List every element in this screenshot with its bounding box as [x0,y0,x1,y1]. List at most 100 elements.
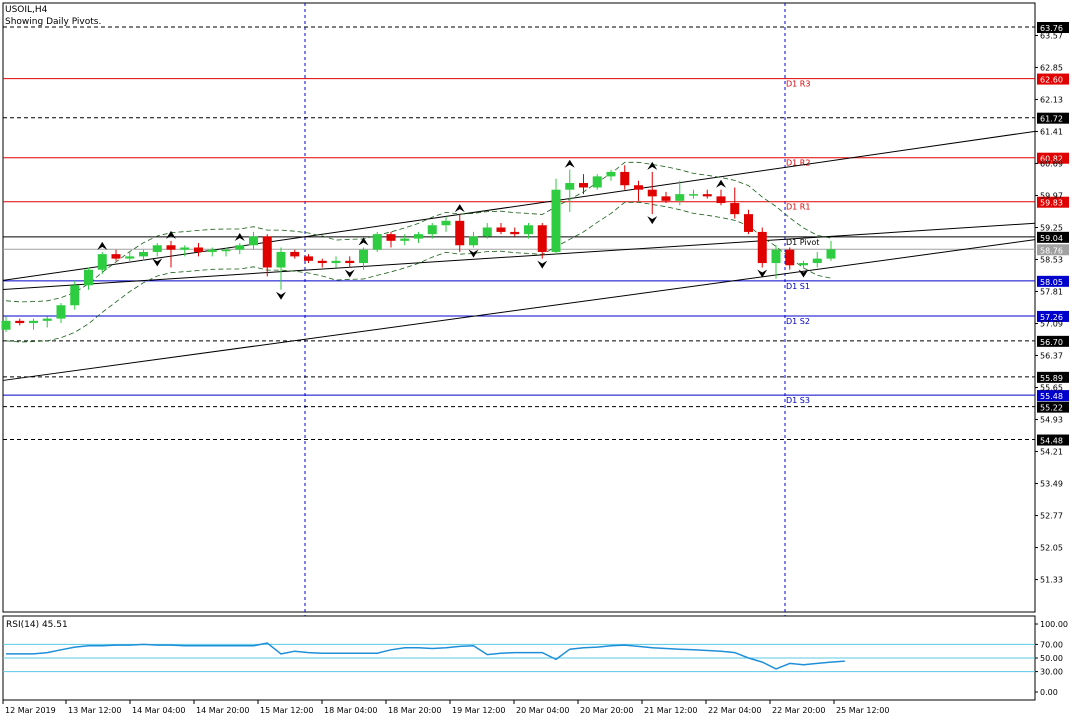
price-tick-label-11: 55.65 [1040,384,1063,393]
candle-body-45 [620,171,630,186]
price-tick-label-12: 54.93 [1040,416,1063,425]
fractal-down-0 [152,258,163,267]
level-label-4: 59.83 [1040,199,1063,208]
candle-body-60 [826,249,836,259]
candle-body-28 [386,234,396,241]
candle-body-7 [97,254,107,270]
fractal-down-4 [537,260,548,269]
fractal-down-2 [344,269,355,278]
candle-body-37 [510,231,520,235]
candle-body-46 [634,185,643,190]
rsi-tick-label-2: 50.00 [1040,654,1063,663]
price-tick-label-14: 53.49 [1040,480,1063,489]
price-tick-label-6: 59.25 [1040,223,1063,232]
level-label-12: 55.22 [1040,404,1063,413]
level-label-box-1 [1037,73,1069,85]
rsi-tick-label-3: 30.00 [1040,668,1063,677]
time-tick-label-5: 18 Mar 04:00 [324,706,377,715]
rsi-panel: 100.00 70.00 50.00 30.00 0.00 RSI(14) 45.51 [2,615,1068,701]
time-tick-label-12: 22 Mar 20:00 [772,706,825,715]
candle-body-11 [152,245,162,252]
level-label-box-6 [1037,244,1069,256]
price-tick-label-8: 57.81 [1040,287,1063,296]
candle-body-16 [221,249,231,252]
level-label-0: 63.76 [1040,24,1063,33]
rsi-label: RSI(14) 45.51 [6,620,68,630]
level-label-box-2 [1037,112,1069,124]
price-tick-label-17: 51.33 [1040,576,1063,585]
level-label-box-3 [1037,152,1069,164]
candle-body-0 [1,320,11,330]
time-tick-label-11: 22 Mar 04:00 [708,706,761,715]
price-tick-label-16: 52.05 [1040,544,1063,553]
time-tick-label-7: 19 Mar 12:00 [452,706,505,715]
candle-body-56 [771,249,781,264]
fractal-up-5 [564,159,575,168]
price-tick-label-2: 62.13 [1040,95,1063,104]
level-tag-4: D1 R1 [786,203,810,212]
fractal-up-1 [166,230,176,239]
level-tag-11: D1 S3 [786,396,810,405]
candle-body-25 [345,260,355,264]
candle-body-41 [565,183,575,190]
price-tick-label-0: 63.57 [1040,31,1063,40]
candle-body-20 [276,251,286,268]
price-tick-label-7: 58.53 [1040,255,1063,264]
level-label-13: 54.48 [1040,437,1063,446]
channel-upper-line [2,130,1036,281]
rsi-tick-label-0: 100.00 [1040,620,1068,629]
fractal-down-7 [798,269,809,278]
time-axis: 12 Mar 2019 13 Mar 12:00 14 Mar 04:00 14 Ma… [2,700,889,715]
rsi-tick-label-4: 0.00 [1040,688,1058,697]
rsi-line [6,642,845,670]
candle-body-49 [675,194,685,201]
candle-body-39 [537,225,547,252]
time-tick-label-6: 18 Mar 20:00 [388,706,441,715]
fractal-markers [97,159,809,300]
level-label-3: 60.82 [1040,155,1063,164]
candle-body-6 [84,269,93,286]
level-label-box-0 [1037,22,1069,34]
channel-lower-line [2,239,1036,381]
level-label-box-12 [1037,401,1069,413]
price-tick-label-5: 59.97 [1040,191,1063,200]
chart-subtitle: Showing Daily Pivots. [5,17,101,27]
time-tick-label-3: 14 Mar 20:00 [196,706,249,715]
symbol-label: USOIL,H4 [5,5,48,15]
candle-body-8 [111,254,121,259]
fractal-up-4 [454,204,465,213]
candle-body-44 [606,171,616,177]
level-label-box-4 [1037,196,1069,208]
level-label-box-5 [1037,231,1069,243]
price-tick-label-1: 62.85 [1040,63,1063,72]
fractal-up-2 [234,233,245,242]
candle-body-12 [166,245,176,250]
candle-body-50 [689,194,698,196]
candle-body-48 [661,196,671,201]
level-label-7: 58.05 [1040,278,1063,287]
trend-channel [2,130,1036,381]
candle-body-52 [716,196,726,204]
fractal-up-0 [97,241,108,250]
time-tick-label-10: 21 Mar 12:00 [644,706,697,715]
time-tick-label-0: 12 Mar 2019 [5,706,56,715]
rsi-tick-label-1: 70.00 [1040,640,1063,649]
level-label-5: 59.04 [1040,234,1063,243]
candle-body-2 [29,320,38,324]
envelope-upper [5,161,832,303]
candle-body-5 [70,285,80,306]
candle-body-40 [551,189,561,252]
candle-body-19 [262,236,272,268]
level-label-box-13 [1037,434,1069,446]
level-tag-7: D1 S1 [786,282,810,291]
candle-body-58 [799,263,808,266]
main-plot-frame [2,2,1036,613]
candlesticks [1,165,836,332]
level-label-box-10 [1037,371,1069,383]
level-label-2: 61.72 [1040,115,1063,124]
candle-body-54 [744,214,753,232]
candle-body-59 [812,258,822,264]
candle-body-17 [235,245,245,250]
candle-body-32 [441,220,451,226]
